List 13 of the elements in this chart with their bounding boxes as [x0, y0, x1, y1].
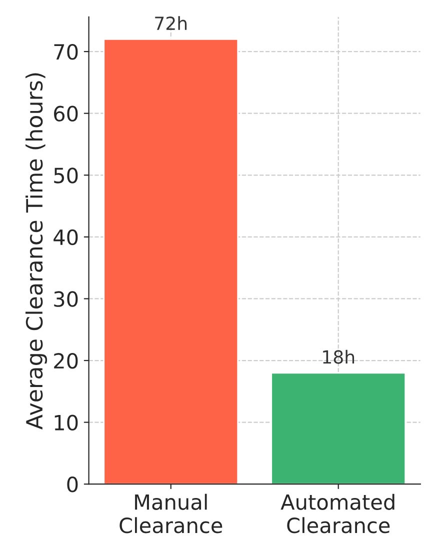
y-tick-label: 10: [54, 414, 78, 431]
y-tick-label: 70: [54, 44, 78, 60]
y-axis-title: Average Clearance Time (hours): [26, 73, 48, 430]
x-tick-label: Automated Clearance: [280, 494, 394, 534]
y-tick-label: 40: [54, 229, 78, 246]
x-tick-label: Manual Clearance: [120, 494, 222, 534]
y-tick-label: 60: [54, 106, 78, 122]
y-tick-label: 30: [54, 291, 78, 307]
data-label: 72h: [155, 16, 187, 30]
y-tick-label: 20: [54, 352, 78, 369]
y-tick-label: 50: [54, 168, 78, 184]
data-label: 18h: [323, 350, 354, 364]
y-tick-label: 0: [67, 476, 78, 492]
